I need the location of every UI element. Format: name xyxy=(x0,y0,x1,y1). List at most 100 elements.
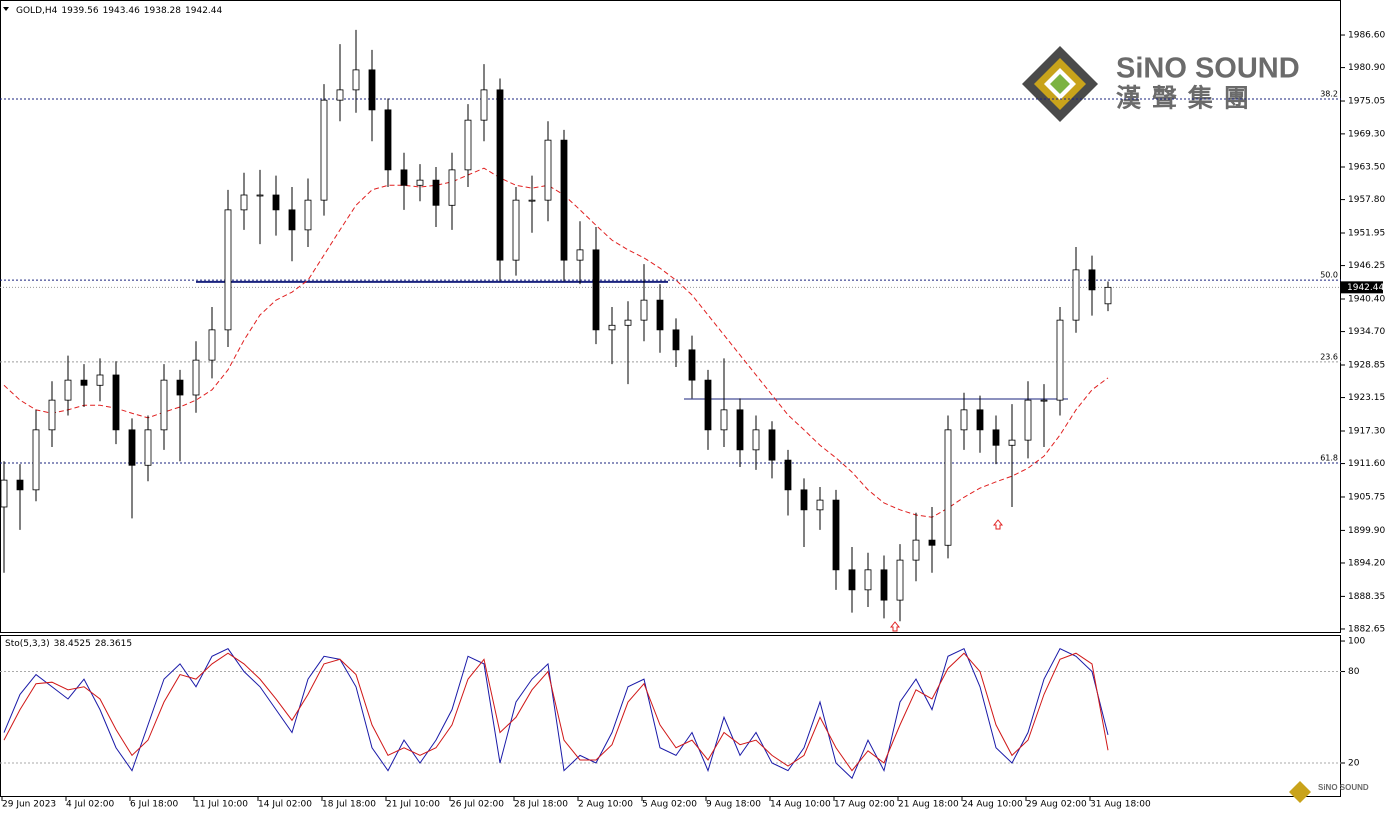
candle-body xyxy=(704,379,712,431)
candle-body xyxy=(832,499,840,571)
candle-body xyxy=(1088,269,1096,291)
signal-arrow xyxy=(992,519,1004,530)
candle-body xyxy=(160,379,168,431)
candle-body xyxy=(432,179,440,206)
x-tick-label: 29 Aug 02:00 xyxy=(1026,800,1087,810)
candle-body xyxy=(912,539,920,561)
logo-text-small: SiNO SOUND xyxy=(1318,783,1369,792)
candle-body xyxy=(1024,399,1032,441)
candle-body xyxy=(576,249,584,261)
candle-body xyxy=(944,429,952,546)
x-tick-label: 6 Jul 18:00 xyxy=(130,800,179,810)
y-tick-label: 100 xyxy=(1348,637,1365,647)
candle-body xyxy=(208,329,216,361)
candle-body xyxy=(64,379,72,401)
candle-body xyxy=(1008,439,1016,446)
x-tick-label: 17 Aug 02:00 xyxy=(834,800,895,810)
candle-body xyxy=(720,409,728,431)
y-tick-label: 1899.90 xyxy=(1348,526,1385,536)
y-tick-label: 1917.30 xyxy=(1348,426,1385,436)
header-value: GOLD,H4 xyxy=(16,6,58,16)
stoch-line xyxy=(3,652,1109,772)
candle-body xyxy=(800,489,808,511)
x-tick-label: 21 Aug 18:00 xyxy=(898,800,959,810)
candle-body xyxy=(672,329,680,351)
candle-body xyxy=(640,299,648,321)
candle-body xyxy=(976,409,984,431)
x-tick-label: 14 Aug 10:00 xyxy=(770,800,831,810)
y-tick-label: 1986.60 xyxy=(1348,31,1385,41)
candle-body xyxy=(176,379,184,396)
header-value: 1943.46 xyxy=(103,6,140,16)
candle-body xyxy=(928,539,936,546)
candle-body xyxy=(784,459,792,491)
candle-body xyxy=(96,374,104,386)
y-tick-label: 1957.80 xyxy=(1348,195,1385,205)
x-tick-label: 11 Jul 10:00 xyxy=(194,800,248,810)
candle-body xyxy=(688,349,696,381)
price-frame xyxy=(0,0,1341,633)
x-tick-label: 14 Jul 02:00 xyxy=(258,800,312,810)
candle-body xyxy=(0,479,8,508)
y-tick-label: 1940.40 xyxy=(1348,295,1385,305)
y-tick-label: 1980.90 xyxy=(1348,63,1385,73)
y-tick-label: 1934.70 xyxy=(1348,327,1385,337)
fib-label: 61.8 xyxy=(1320,453,1338,462)
candle-body xyxy=(48,399,56,431)
moving-average xyxy=(3,167,1109,518)
candle-body xyxy=(272,194,280,211)
x-tick-label: 26 Jul 02:00 xyxy=(450,800,504,810)
candle-body xyxy=(192,359,200,396)
y-tick-label: 1969.30 xyxy=(1348,129,1385,139)
candle-body xyxy=(752,429,760,451)
candle-body xyxy=(464,119,472,171)
x-tick-label: 21 Jul 10:00 xyxy=(386,800,440,810)
candle-body xyxy=(896,559,904,601)
candle-body xyxy=(656,299,664,331)
x-tick-label: 9 Aug 18:00 xyxy=(706,800,761,810)
candle-body xyxy=(384,109,392,171)
logo-text: 漢 聲 集 團 xyxy=(1116,84,1251,113)
candle-body xyxy=(352,69,360,91)
candle-body xyxy=(224,209,232,331)
candle-body xyxy=(144,429,152,466)
y-tick-label: 1928.85 xyxy=(1348,360,1385,370)
candle-body xyxy=(320,99,328,201)
candle-body xyxy=(736,409,744,451)
candle-body xyxy=(1072,269,1080,321)
indicator-value: 38.4525 xyxy=(54,639,91,649)
x-tick-label: 18 Jul 18:00 xyxy=(322,800,376,810)
candle-body xyxy=(768,429,776,461)
y-tick-label: 20 xyxy=(1348,759,1360,769)
candle-body xyxy=(480,89,488,121)
candle-body xyxy=(80,379,88,386)
candle-body xyxy=(128,429,136,466)
indicator-header: Sto(5,3,3) 38.4525 28.3615 xyxy=(5,639,132,649)
y-tick-label: 1946.25 xyxy=(1348,261,1385,271)
candle-body xyxy=(624,319,632,326)
candle-body xyxy=(512,199,520,261)
logo-mark xyxy=(1289,781,1311,803)
header-value: 1942.44 xyxy=(185,6,222,16)
y-tick-label: 1951.95 xyxy=(1348,229,1385,239)
candle-body xyxy=(16,479,24,491)
header-arrow xyxy=(3,7,9,11)
x-tick-label: 28 Jul 18:00 xyxy=(514,800,568,810)
candle-body xyxy=(592,249,600,331)
candle-body xyxy=(848,569,856,591)
candle-body xyxy=(416,179,424,186)
candle-body xyxy=(256,194,264,197)
candle-body xyxy=(32,429,40,491)
candle-body xyxy=(1104,286,1112,305)
x-tick-label: 2 Aug 10:00 xyxy=(578,800,633,810)
logo: SiNO SOUND 漢 聲 集 團 SiNO SOUND xyxy=(1022,46,1369,803)
candle-body xyxy=(608,324,616,331)
candle-body xyxy=(544,139,552,201)
candle-body xyxy=(288,209,296,231)
y-tick-label: 1975.05 xyxy=(1348,97,1385,107)
candle-body xyxy=(528,199,536,202)
indicator-value: 28.3615 xyxy=(95,639,132,649)
x-tick-label: 29 Jun 2023 xyxy=(2,800,56,810)
fib-label: 50.0 xyxy=(1320,271,1338,280)
